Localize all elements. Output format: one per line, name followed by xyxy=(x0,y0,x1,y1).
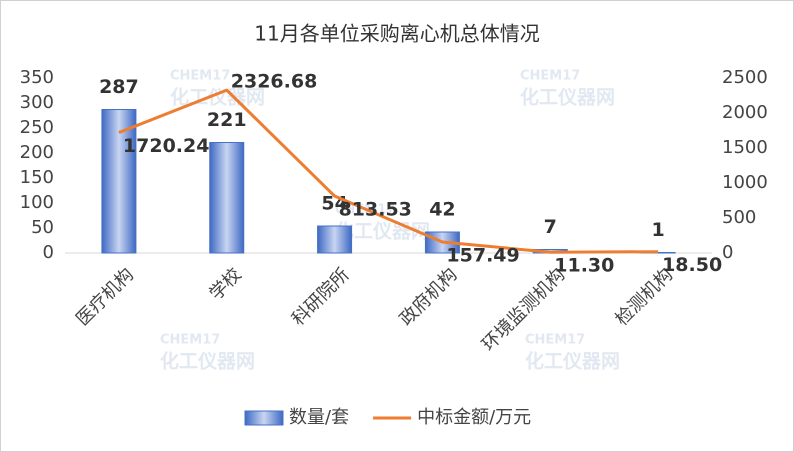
bar xyxy=(101,109,137,254)
line-value-label: 2326.68 xyxy=(231,71,318,93)
watermark: CHEM17 xyxy=(160,333,220,348)
bar-value-label: 1 xyxy=(651,219,664,241)
y2-tick-label: 2500 xyxy=(722,67,768,88)
bar-value-label: 7 xyxy=(544,216,557,238)
legend-swatch xyxy=(244,410,284,426)
legend-label: 数量/套 xyxy=(289,407,349,428)
watermark: CHEM17 xyxy=(520,69,580,84)
watermark: 化工仪器网 xyxy=(520,86,615,109)
y2-tick-label: 500 xyxy=(722,207,756,228)
bar-value-label: 221 xyxy=(207,109,247,131)
line-value-label: 813.53 xyxy=(339,199,412,221)
watermark: 化工仪器网 xyxy=(525,350,620,373)
line-value-label: 11.30 xyxy=(554,255,614,277)
y-tick-label: 350 xyxy=(20,67,54,88)
line-value-label: 18.50 xyxy=(662,254,722,276)
y-tick-label: 0 xyxy=(43,242,54,263)
watermark: 化工仪器网 xyxy=(160,350,255,373)
watermark: CHEM17 xyxy=(525,333,585,348)
bar xyxy=(209,142,245,254)
y-tick-label: 100 xyxy=(20,192,54,213)
watermark: CHEM17 xyxy=(170,69,230,84)
y2-tick-label: 2000 xyxy=(722,102,768,123)
chart-title: 11月各单位采购离心机总体情况 xyxy=(254,22,539,46)
y2-tick-label: 0 xyxy=(722,242,733,263)
y-tick-label: 200 xyxy=(20,142,54,163)
bar xyxy=(317,225,353,254)
y2-tick-label: 1000 xyxy=(722,172,768,193)
y-tick-label: 50 xyxy=(31,217,54,238)
y-tick-label: 250 xyxy=(20,117,54,138)
y-tick-label: 300 xyxy=(20,92,54,113)
y-tick-label: 150 xyxy=(20,167,54,188)
bar-value-label: 42 xyxy=(429,199,455,221)
line-value-label: 1720.24 xyxy=(123,135,210,157)
legend-label: 中标金额/万元 xyxy=(417,407,531,428)
line-value-label: 157.49 xyxy=(446,244,519,266)
y2-tick-label: 1500 xyxy=(722,137,768,158)
line-series xyxy=(118,88,659,254)
bar-value-label: 287 xyxy=(99,76,139,98)
